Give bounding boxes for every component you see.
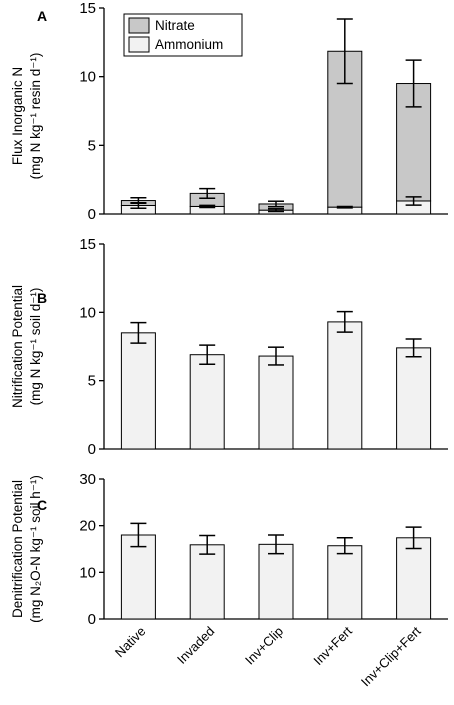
legend-label-nitrate: Nitrate	[155, 18, 195, 33]
bar	[189, 354, 225, 450]
x-category-label: Native	[112, 624, 149, 661]
y-tick-label: 10	[79, 304, 96, 321]
panel-c: 0 10 20 30 C Denitrification Potential (mg N₂O…	[10, 471, 448, 628]
panel-letter: B	[37, 290, 47, 306]
y-tick-label: 30	[79, 471, 96, 488]
y-tick-label: 5	[88, 373, 96, 390]
x-category-label: Inv+Clip	[242, 624, 286, 668]
y-axis-label-line: (mg N kg⁻¹ soil d⁻¹)	[28, 288, 43, 406]
bar	[120, 534, 156, 620]
y-axis-label-line: Denitrification Potential	[10, 480, 25, 618]
panel-a: 0 5 10 15 A Flux Inorganic N (mg N kg⁻¹ resin …	[10, 0, 448, 223]
y-tick-label: 20	[79, 518, 96, 535]
legend-label-ammonium: Ammonium	[155, 37, 223, 52]
y-tick-label: 10	[79, 69, 96, 86]
y-axis-label-line: (mg N₂O-N kg⁻¹ soil h⁻¹)	[28, 475, 43, 623]
legend-swatch-ammonium	[128, 36, 150, 53]
y-axis-label-line: (mg N kg⁻¹ resin d⁻¹)	[28, 53, 43, 180]
legend-swatch-nitrate	[128, 17, 150, 34]
bar	[327, 321, 363, 450]
y-tick-label: 0	[88, 441, 96, 458]
y-tick-label: 0	[88, 206, 96, 223]
y-axis-label-line: Flux Inorganic N	[10, 67, 25, 165]
bar	[120, 332, 156, 450]
y-tick-label: 10	[79, 564, 96, 581]
bar	[396, 347, 432, 450]
y-tick-label: 0	[88, 611, 96, 628]
panel-letter: A	[37, 8, 47, 24]
bar	[396, 537, 432, 620]
y-tick-label: 15	[79, 0, 96, 17]
panel-b: 0 5 10 15 B Nitrification Potential (mg N kg⁻¹…	[10, 236, 448, 458]
x-category-labels: Native Invaded Inv+Clip Inv+Fert Inv+Clip+Fe…	[112, 623, 424, 689]
panel-letter: C	[37, 497, 47, 513]
y-axis-label-line: Nitrification Potential	[10, 285, 25, 408]
bar	[258, 543, 294, 620]
bar	[258, 355, 294, 450]
y-tick-label: 15	[79, 236, 96, 253]
y-tick-label: 5	[88, 137, 96, 154]
x-category-label: Inv+Clip+Fert	[358, 623, 424, 689]
x-category-label: Inv+Fert	[310, 623, 355, 668]
bar	[327, 545, 363, 620]
x-category-label: Invaded	[174, 624, 217, 667]
bar	[189, 544, 225, 620]
legend: Nitrate Ammonium	[123, 13, 243, 57]
